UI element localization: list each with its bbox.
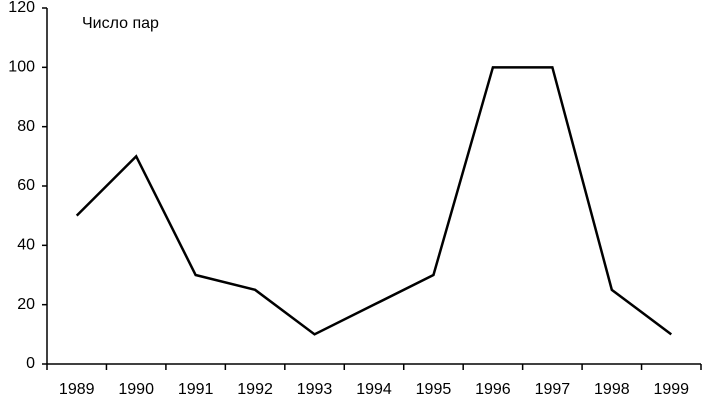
- x-tick-label: 1998: [594, 381, 630, 398]
- x-tick-label: 1997: [535, 381, 571, 398]
- x-tick-label: 1995: [416, 381, 452, 398]
- x-tick-label: 1999: [653, 381, 689, 398]
- x-tick-label: 1993: [297, 381, 333, 398]
- y-tick-label: 100: [8, 59, 35, 76]
- x-tick-label: 1990: [118, 381, 154, 398]
- y-tick-label: 80: [17, 118, 35, 135]
- axis-annotation: Число пар: [82, 15, 159, 32]
- y-tick-label: 120: [8, 0, 35, 16]
- x-tick-label: 1989: [59, 381, 95, 398]
- y-tick-label: 60: [17, 177, 35, 194]
- y-tick-label: 0: [26, 355, 35, 372]
- line: [75, 66, 673, 336]
- x-tick-label: 1992: [237, 381, 273, 398]
- x-tick-label: 1996: [475, 381, 511, 398]
- x-tick-label: 1991: [178, 381, 214, 398]
- y-tick-label: 40: [17, 237, 35, 254]
- y-tick-label: 20: [17, 296, 35, 313]
- x-tick-label: 1994: [356, 381, 392, 398]
